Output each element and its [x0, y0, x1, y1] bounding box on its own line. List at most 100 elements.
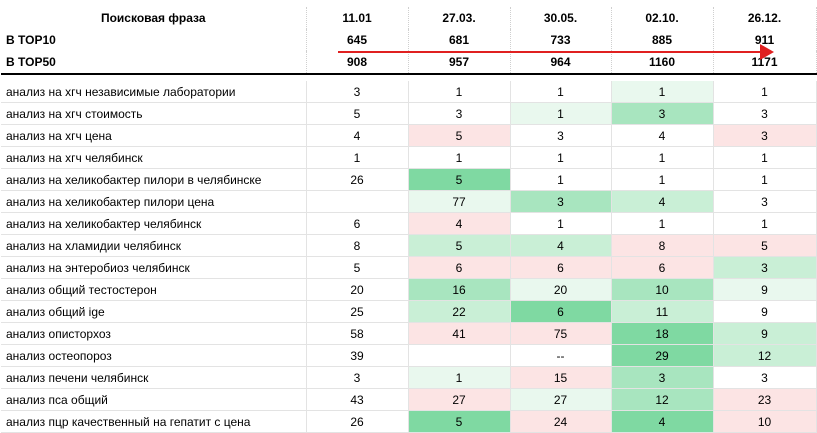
position-cell[interactable]: 1	[611, 81, 714, 103]
position-cell[interactable]: 25	[306, 300, 409, 323]
position-cell[interactable]: 4	[408, 212, 511, 235]
position-cell[interactable]: 3	[611, 366, 714, 389]
position-cell[interactable]: 27	[510, 388, 612, 411]
summary-label[interactable]: В TOP10	[1, 29, 307, 51]
position-cell[interactable]: 1	[510, 212, 612, 235]
position-cell[interactable]: 11	[611, 300, 714, 323]
position-cell[interactable]: 5	[408, 234, 511, 257]
position-cell[interactable]: 4	[510, 234, 612, 257]
position-cell[interactable]: 1	[408, 81, 511, 103]
position-cell[interactable]: 15	[510, 366, 612, 389]
position-cell[interactable]: 1	[713, 146, 817, 169]
position-cell[interactable]: 3	[713, 190, 817, 213]
position-cell[interactable]	[306, 190, 409, 213]
position-cell[interactable]: 20	[306, 278, 409, 301]
date-column-header[interactable]: 27.03.	[408, 7, 511, 29]
position-cell[interactable]: 5	[408, 168, 511, 191]
position-cell[interactable]: 10	[611, 278, 714, 301]
keyword-phrase[interactable]: анализ пцр качественный на гепатит с цен…	[1, 410, 307, 433]
summary-cell[interactable]: 1160	[611, 51, 714, 75]
position-cell[interactable]: 29	[611, 344, 714, 367]
position-cell[interactable]: 6	[510, 300, 612, 323]
position-cell[interactable]: 16	[408, 278, 511, 301]
position-cell[interactable]: 6	[611, 256, 714, 279]
position-cell[interactable]: 23	[713, 388, 817, 411]
position-cell[interactable]: 24	[510, 410, 612, 433]
position-cell[interactable]: 4	[611, 190, 714, 213]
position-cell[interactable]: 3	[713, 102, 817, 125]
summary-cell[interactable]: 1171	[713, 51, 817, 75]
position-cell[interactable]: 41	[408, 322, 511, 345]
position-cell[interactable]: 3	[713, 256, 817, 279]
keyword-phrase[interactable]: анализ печени челябинск	[1, 366, 307, 389]
position-cell[interactable]: 9	[713, 278, 817, 301]
position-cell[interactable]: 4	[306, 124, 409, 147]
position-cell[interactable]: 1	[408, 146, 511, 169]
position-cell[interactable]: 6	[408, 256, 511, 279]
summary-cell[interactable]: 957	[408, 51, 511, 75]
keyword-phrase[interactable]: анализ пса общий	[1, 388, 307, 411]
keyword-phrase[interactable]: анализ на хгч независимые лаборатории	[1, 81, 307, 103]
position-cell[interactable]: 1	[510, 168, 612, 191]
position-cell[interactable]: 26	[306, 410, 409, 433]
position-cell[interactable]: 39	[306, 344, 409, 367]
position-cell[interactable]: 4	[611, 410, 714, 433]
position-cell[interactable]: 12	[713, 344, 817, 367]
position-cell[interactable]: 1	[713, 212, 817, 235]
keyword-phrase[interactable]: анализ на хгч цена	[1, 124, 307, 147]
phrase-column-header[interactable]: Поисковая фраза	[1, 7, 307, 29]
summary-cell[interactable]: 681	[408, 29, 511, 51]
summary-cell[interactable]: 964	[510, 51, 612, 75]
keyword-phrase[interactable]: анализ на хгч челябинск	[1, 146, 307, 169]
position-cell[interactable]: 8	[611, 234, 714, 257]
position-cell[interactable]: 1	[510, 81, 612, 103]
date-column-header[interactable]: 11.01	[306, 7, 409, 29]
keyword-phrase[interactable]: анализ на хеликобактер пилори в челябинс…	[1, 168, 307, 191]
position-cell[interactable]: 43	[306, 388, 409, 411]
keyword-phrase[interactable]: анализ на хламидии челябинск	[1, 234, 307, 257]
summary-cell[interactable]: 885	[611, 29, 714, 51]
position-cell[interactable]: 1	[611, 212, 714, 235]
keyword-phrase[interactable]: анализ описторхоз	[1, 322, 307, 345]
position-cell[interactable]: 6	[510, 256, 612, 279]
position-cell[interactable]: 3	[611, 102, 714, 125]
position-cell[interactable]: 5	[306, 256, 409, 279]
position-cell[interactable]: 1	[713, 168, 817, 191]
date-column-header[interactable]: 30.05.	[510, 7, 612, 29]
position-cell[interactable]: 3	[306, 81, 409, 103]
position-cell[interactable]: 1	[306, 146, 409, 169]
position-cell[interactable]: 12	[611, 388, 714, 411]
date-column-header[interactable]: 02.10.	[611, 7, 714, 29]
position-cell[interactable]: 5	[306, 102, 409, 125]
position-cell[interactable]: 1	[510, 102, 612, 125]
position-cell[interactable]: 9	[713, 300, 817, 323]
position-cell[interactable]: 1	[713, 81, 817, 103]
position-cell[interactable]: 22	[408, 300, 511, 323]
position-cell[interactable]: 27	[408, 388, 511, 411]
position-cell[interactable]: 3	[408, 102, 511, 125]
summary-cell[interactable]: 733	[510, 29, 612, 51]
position-cell[interactable]: 5	[408, 124, 511, 147]
position-cell[interactable]: 75	[510, 322, 612, 345]
position-cell[interactable]: 10	[713, 410, 817, 433]
summary-cell[interactable]: 645	[306, 29, 409, 51]
position-cell[interactable]: 3	[510, 124, 612, 147]
keyword-phrase[interactable]: анализ на хеликобактер пилори цена	[1, 190, 307, 213]
summary-cell[interactable]: 911	[713, 29, 817, 51]
keyword-phrase[interactable]: анализ на хеликобактер челябинск	[1, 212, 307, 235]
date-column-header[interactable]: 26.12.	[713, 7, 817, 29]
position-cell[interactable]	[408, 344, 511, 367]
position-cell[interactable]: 3	[713, 366, 817, 389]
position-cell[interactable]: 77	[408, 190, 511, 213]
position-cell[interactable]: 1	[611, 168, 714, 191]
keyword-phrase[interactable]: анализ остеопороз	[1, 344, 307, 367]
position-cell[interactable]: 4	[611, 124, 714, 147]
position-cell[interactable]: 58	[306, 322, 409, 345]
position-cell[interactable]: 1	[408, 366, 511, 389]
position-cell[interactable]: 1	[510, 146, 612, 169]
position-cell[interactable]: 18	[611, 322, 714, 345]
keyword-phrase[interactable]: анализ на энтеробиоз челябинск	[1, 256, 307, 279]
position-cell[interactable]: 9	[713, 322, 817, 345]
position-cell[interactable]: --	[510, 344, 612, 367]
keyword-phrase[interactable]: анализ общий тестостерон	[1, 278, 307, 301]
